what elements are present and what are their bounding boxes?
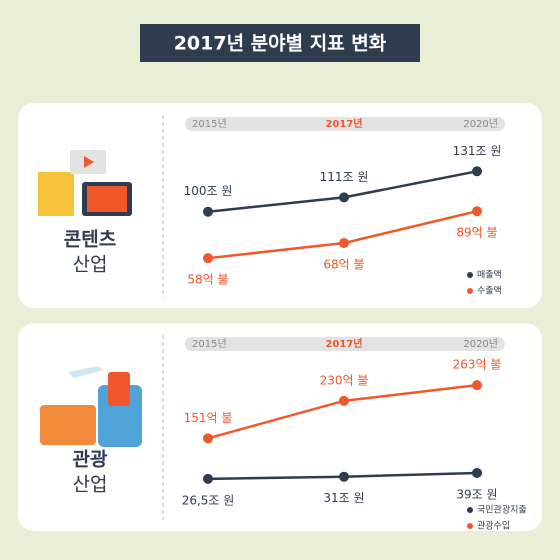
data-point bbox=[203, 433, 213, 444]
legend-swatch bbox=[467, 523, 473, 529]
data-label: 111조 원 bbox=[320, 170, 369, 184]
panel bbox=[18, 103, 542, 308]
data-point bbox=[203, 253, 213, 264]
data-point bbox=[339, 471, 349, 482]
legend-label: 수출액 bbox=[477, 285, 502, 297]
data-point bbox=[472, 206, 482, 217]
legend-label: 국민관광지출 bbox=[477, 504, 527, 516]
legend-swatch bbox=[467, 507, 473, 513]
data-point bbox=[339, 238, 349, 249]
legend-swatch bbox=[467, 272, 473, 278]
x-tick-label: 2020년 bbox=[463, 338, 498, 350]
section-label: 콘텐츠 bbox=[64, 229, 116, 251]
title: 2017년 분야별 지표 변화 bbox=[174, 33, 387, 55]
year-bar bbox=[185, 117, 505, 131]
data-point bbox=[472, 380, 482, 391]
panel bbox=[18, 323, 542, 531]
content-icon bbox=[38, 150, 132, 216]
legend-label: 매출액 bbox=[477, 269, 502, 281]
data-label: 58억 불 bbox=[187, 273, 228, 287]
x-tick-label: 2017년 bbox=[325, 117, 362, 130]
data-point bbox=[472, 166, 482, 177]
data-label: 89억 불 bbox=[456, 226, 497, 240]
x-tick-label: 2015년 bbox=[192, 118, 227, 130]
x-tick-label: 2015년 bbox=[192, 338, 227, 350]
data-point bbox=[472, 467, 482, 478]
data-label: 263억 불 bbox=[453, 358, 502, 372]
data-label: 230억 불 bbox=[320, 373, 369, 387]
x-tick-label: 2017년 bbox=[325, 337, 362, 350]
data-point bbox=[339, 192, 349, 203]
section-label: 산업 bbox=[73, 474, 108, 496]
section-label: 관광 bbox=[73, 449, 108, 471]
legend-swatch bbox=[467, 288, 473, 294]
data-point bbox=[203, 473, 213, 484]
data-label: 151억 불 bbox=[184, 411, 233, 425]
data-point bbox=[203, 206, 213, 217]
data-point bbox=[339, 395, 349, 406]
x-tick-label: 2020년 bbox=[463, 118, 498, 130]
year-bar bbox=[185, 337, 505, 351]
section-label: 산업 bbox=[73, 254, 108, 276]
title-box bbox=[140, 24, 420, 62]
data-label: 100조 원 bbox=[184, 184, 233, 198]
legend-label: 관광수입 bbox=[477, 520, 510, 532]
data-label: 68억 불 bbox=[323, 258, 364, 272]
data-label: 26,5조 원 bbox=[182, 493, 235, 507]
data-label: 39조 원 bbox=[456, 487, 497, 501]
data-label: 131조 원 bbox=[453, 144, 502, 158]
data-label: 31조 원 bbox=[323, 491, 364, 505]
travel-icon bbox=[40, 366, 142, 447]
